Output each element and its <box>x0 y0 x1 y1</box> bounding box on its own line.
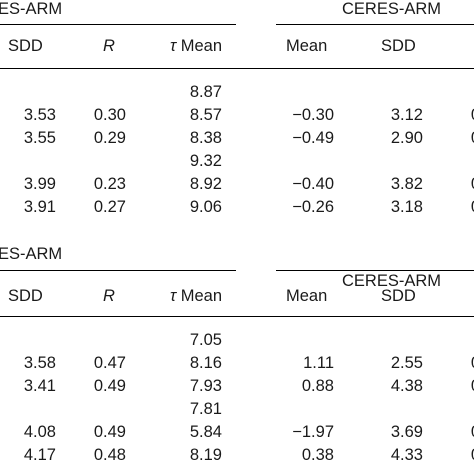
cell-r: 0.29 <box>93 129 126 147</box>
col-header-tau-mean: τ Mean <box>170 36 222 56</box>
cell-mean: −0.26 <box>292 198 334 216</box>
col-header-r: R <box>103 287 115 305</box>
cell-tau-mean: 5.84 <box>189 423 222 441</box>
cell-edge: 0 <box>471 128 474 148</box>
cell-r: 0.23 <box>93 175 126 193</box>
cell-sdd-ceres: 3.18 <box>390 198 423 216</box>
col-header-sdd: SDD <box>8 37 43 55</box>
tau-symbol: τ <box>170 287 177 305</box>
cell-mean: −1.97 <box>292 423 334 441</box>
col-header-mean: Mean <box>286 37 328 55</box>
header-rule <box>0 68 474 69</box>
col-header-mean: Mean <box>286 287 328 305</box>
group-rule-right <box>276 24 474 25</box>
group-label-ceres-arm: CERES-ARM <box>342 0 442 18</box>
cell-edge: 0 <box>471 105 474 125</box>
cell-sdd-ceres: 3.82 <box>390 175 423 193</box>
header-rule <box>0 316 474 317</box>
cell-r: 0.30 <box>93 106 126 124</box>
cell-tau-mean: 7.81 <box>189 400 222 418</box>
group-label-es-arm: ES-ARM <box>0 0 63 18</box>
cell-tau-mean: 8.87 <box>189 83 222 101</box>
cell-sdd: 3.58 <box>23 354 56 372</box>
cell-edge: 0 <box>471 376 474 396</box>
cell-sdd-ceres: 3.12 <box>390 106 423 124</box>
cell-mean: 0.38 <box>301 446 334 464</box>
cell-sdd: 4.17 <box>23 446 56 464</box>
cell-r: 0.27 <box>93 198 126 216</box>
cell-edge: 0 <box>471 174 474 194</box>
group-rule-left <box>0 24 236 25</box>
cell-tau-mean: 7.93 <box>189 377 222 395</box>
cell-sdd-ceres: 3.69 <box>390 423 423 441</box>
cell-sdd: 3.91 <box>23 198 56 216</box>
cell-sdd-ceres: 4.33 <box>390 446 423 464</box>
cell-mean: 1.11 <box>303 354 334 372</box>
cell-tau-mean: 7.05 <box>189 331 222 349</box>
cell-r: 0.49 <box>93 423 126 441</box>
cell-tau-mean: 8.19 <box>189 446 222 464</box>
cell-sdd-ceres: 2.55 <box>390 354 423 372</box>
col-header-sdd-ceres: SDD <box>381 37 416 55</box>
cell-mean: −0.40 <box>292 175 334 193</box>
cell-edge: 0 <box>471 445 474 465</box>
tau-mean-label: Mean <box>180 37 223 55</box>
col-header-tau-mean: τ Mean <box>170 286 222 306</box>
cell-edge: 0 <box>471 422 474 442</box>
cell-sdd: 4.08 <box>23 423 56 441</box>
cell-sdd: 3.53 <box>23 106 56 124</box>
cell-edge: 0 <box>471 197 474 217</box>
cell-tau-mean: 8.16 <box>189 354 222 372</box>
tau-symbol: τ <box>170 37 177 55</box>
group-label-ceres-arm: CERES-ARM <box>342 272 442 290</box>
cell-mean: 0.88 <box>301 377 334 395</box>
cell-sdd: 3.99 <box>23 175 56 193</box>
cell-tau-mean: 8.38 <box>189 129 222 147</box>
col-header-r: R <box>103 37 115 55</box>
cell-r: 0.49 <box>93 377 126 395</box>
cell-mean: −0.49 <box>292 129 334 147</box>
tau-mean-label: Mean <box>180 287 223 305</box>
cell-sdd-ceres: 2.90 <box>390 129 423 147</box>
cell-tau-mean: 8.57 <box>189 106 222 124</box>
group-rule-left <box>0 270 236 271</box>
group-label-es-arm: ES-ARM <box>0 245 63 263</box>
cell-tau-mean: 9.32 <box>189 152 222 170</box>
cell-tau-mean: 9.06 <box>189 198 222 216</box>
cell-sdd: 3.55 <box>23 129 56 147</box>
cell-mean: −0.30 <box>292 106 334 124</box>
col-header-sdd-ceres: SDD <box>381 287 416 305</box>
cell-tau-mean: 8.92 <box>189 175 222 193</box>
cell-edge: 0 <box>471 353 474 373</box>
cell-r: 0.48 <box>93 446 126 464</box>
cell-sdd: 3.41 <box>23 377 56 395</box>
cell-r: 0.47 <box>93 354 126 372</box>
group-rule-right <box>276 270 474 271</box>
col-header-sdd: SDD <box>8 287 43 305</box>
cell-sdd-ceres: 4.38 <box>390 377 423 395</box>
